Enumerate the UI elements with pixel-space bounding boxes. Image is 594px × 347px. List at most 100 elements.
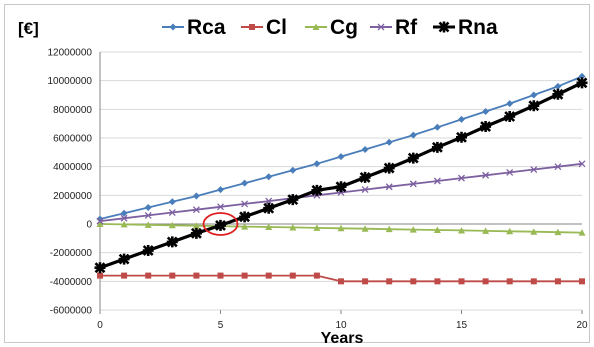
data-point	[145, 272, 152, 279]
data-point	[433, 226, 441, 234]
data-point	[579, 278, 585, 285]
data-point	[265, 197, 273, 205]
data-point	[383, 162, 395, 174]
data-point	[144, 211, 152, 219]
y-tick-label: 8000000	[53, 105, 92, 116]
data-point	[482, 278, 489, 285]
data-point	[554, 163, 562, 171]
data-point	[530, 166, 538, 173]
data-point	[506, 100, 514, 108]
x-tick-label: 15	[456, 320, 468, 331]
data-point	[241, 272, 248, 279]
data-point	[217, 272, 224, 279]
annotations	[202, 212, 239, 236]
data-point	[337, 153, 345, 161]
data-point	[241, 179, 249, 187]
data-point	[97, 272, 103, 279]
x-tick-labels: 0 5 10 15 20	[97, 320, 588, 331]
y-tick-label: 10000000	[48, 76, 93, 87]
data-point	[552, 88, 564, 100]
data-point	[144, 204, 152, 212]
x-tick-label: 10	[335, 320, 347, 331]
data-point	[313, 224, 321, 231]
data-point	[456, 131, 467, 143]
legend-item-rf: Rf	[370, 16, 418, 39]
legend-label: Cg	[330, 16, 358, 39]
series-line	[99, 75, 583, 220]
data-point	[265, 272, 272, 279]
series-rca	[96, 72, 586, 223]
data-point	[361, 186, 369, 194]
data-point	[265, 223, 273, 231]
data-point	[433, 123, 441, 131]
data-point	[120, 220, 128, 228]
data-point	[576, 77, 588, 89]
data-point	[385, 138, 393, 146]
data-point	[169, 272, 176, 279]
data-point	[482, 171, 490, 179]
data-point	[458, 174, 465, 182]
data-point	[144, 221, 152, 228]
x-axis-title: Years	[321, 330, 364, 347]
data-point	[578, 72, 586, 80]
data-point	[169, 23, 177, 31]
data-point	[289, 223, 297, 231]
data-point	[120, 214, 128, 222]
data-point	[338, 278, 344, 285]
data-point	[193, 272, 200, 279]
data-point	[554, 82, 562, 90]
data-point	[438, 21, 450, 33]
data-point	[458, 226, 465, 234]
data-point	[168, 209, 176, 216]
y-tick-label: 12000000	[48, 48, 93, 59]
data-point	[409, 226, 417, 233]
data-point	[94, 262, 106, 274]
legend-label: Cl	[266, 16, 287, 39]
data-point	[409, 131, 417, 139]
data-point	[506, 227, 514, 235]
data-point	[361, 225, 369, 232]
data-point	[578, 160, 586, 168]
data-point	[215, 219, 226, 231]
series-cg	[96, 220, 586, 236]
data-point	[407, 152, 419, 164]
data-point	[192, 192, 200, 200]
data-point	[504, 111, 516, 122]
data-point	[96, 220, 104, 227]
data-point	[359, 171, 371, 183]
data-point	[335, 181, 347, 193]
data-point	[530, 91, 538, 99]
data-point	[386, 278, 393, 285]
data-point	[362, 278, 369, 285]
data-point	[217, 186, 224, 194]
data-point	[377, 23, 385, 31]
y-tick-label: -6000000	[50, 306, 93, 317]
y-tick-label: -4000000	[50, 277, 93, 288]
series-rf	[96, 160, 586, 225]
data-point	[458, 115, 465, 123]
data-point	[190, 227, 202, 239]
data-point	[385, 225, 393, 233]
data-point	[118, 253, 130, 265]
data-point	[506, 278, 513, 285]
y-tick-label: 6000000	[53, 134, 92, 145]
data-point	[142, 245, 154, 257]
data-point	[121, 272, 128, 279]
legend-label: Rca	[187, 16, 226, 39]
data-point	[554, 228, 562, 236]
x-tick-label: 0	[97, 320, 103, 331]
data-point	[192, 206, 200, 214]
x-tick-label: 5	[218, 320, 224, 331]
data-point	[217, 203, 224, 211]
data-point	[313, 160, 321, 168]
data-point	[313, 272, 320, 279]
data-point	[265, 173, 273, 181]
data-point	[458, 278, 465, 285]
data-point	[480, 121, 492, 133]
legend-label: Rna	[458, 16, 498, 39]
legend-item-cl: Cl	[241, 16, 287, 39]
data-point	[337, 224, 345, 232]
data-point	[263, 202, 275, 214]
x-tick-label: 20	[576, 320, 588, 331]
